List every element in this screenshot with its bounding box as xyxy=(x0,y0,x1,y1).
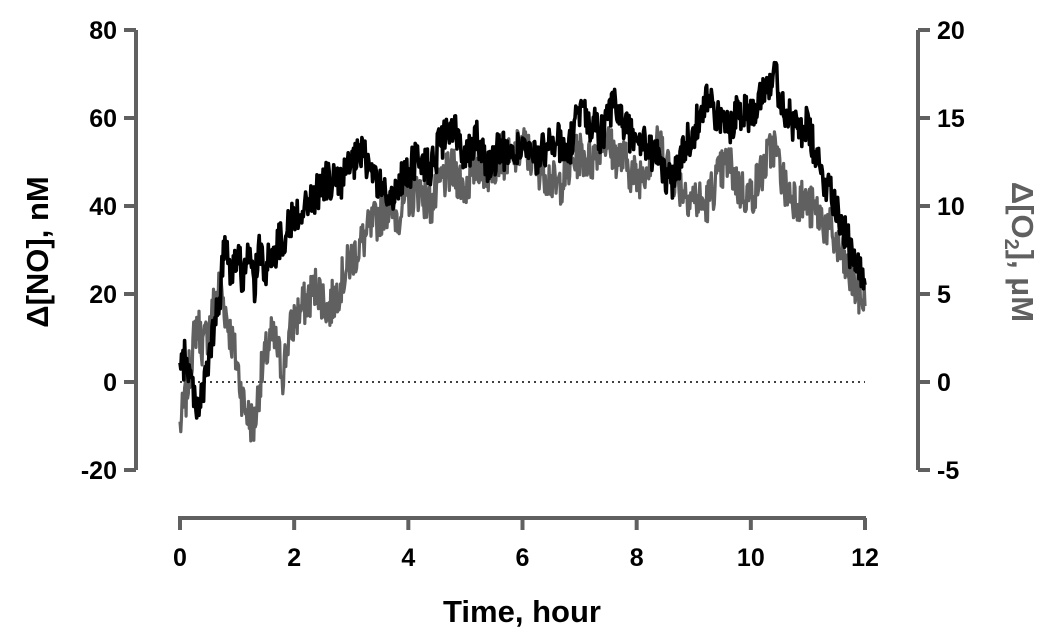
x-tick-label: 8 xyxy=(630,544,644,572)
left-tick-label: 40 xyxy=(89,193,117,221)
right-tick-label: 15 xyxy=(937,105,965,133)
right-tick-label: 5 xyxy=(937,281,951,309)
left-y-axis: -20 0 20 40 60 80 Δ[NO], nM xyxy=(20,17,138,485)
x-axis-title: Time, hour xyxy=(443,594,601,629)
right-tick-label: -5 xyxy=(937,457,959,485)
right-tick-label: 0 xyxy=(937,369,951,397)
right-axis-ticks: -5 0 5 10 15 20 xyxy=(918,17,965,485)
right-y-axis: -5 0 5 10 15 20 Δ[O2], μM xyxy=(916,17,1040,485)
x-tick-label: 2 xyxy=(287,544,301,572)
right-axis-title-tail: ], μM xyxy=(1005,250,1040,322)
left-tick-label: -20 xyxy=(81,457,117,485)
x-axis-ticks: 0 2 4 6 8 10 12 xyxy=(173,518,879,572)
x-tick-label: 0 xyxy=(173,544,187,572)
left-tick-label: 0 xyxy=(103,369,117,397)
right-axis-title: Δ[O2], μM xyxy=(1000,182,1040,322)
right-tick-label: 20 xyxy=(937,17,965,45)
no-series-line xyxy=(178,60,867,420)
left-axis-title: Δ[NO], nM xyxy=(20,176,55,327)
left-tick-label: 20 xyxy=(89,281,117,309)
plot-area xyxy=(178,60,867,443)
right-tick-label: 10 xyxy=(937,193,965,221)
right-axis-title-subscript: 2 xyxy=(1000,239,1022,250)
o2-series-line xyxy=(178,125,867,443)
x-tick-label: 6 xyxy=(516,544,530,572)
x-tick-label: 12 xyxy=(851,544,879,572)
left-tick-label: 80 xyxy=(89,17,117,45)
x-tick-label: 4 xyxy=(401,544,415,572)
left-axis-ticks: -20 0 20 40 60 80 xyxy=(81,17,136,485)
left-tick-label: 60 xyxy=(89,105,117,133)
x-axis: 0 2 4 6 8 10 12 Time, hour xyxy=(173,516,879,629)
right-axis-title-main: Δ[O xyxy=(1005,182,1040,239)
x-tick-label: 10 xyxy=(737,544,765,572)
